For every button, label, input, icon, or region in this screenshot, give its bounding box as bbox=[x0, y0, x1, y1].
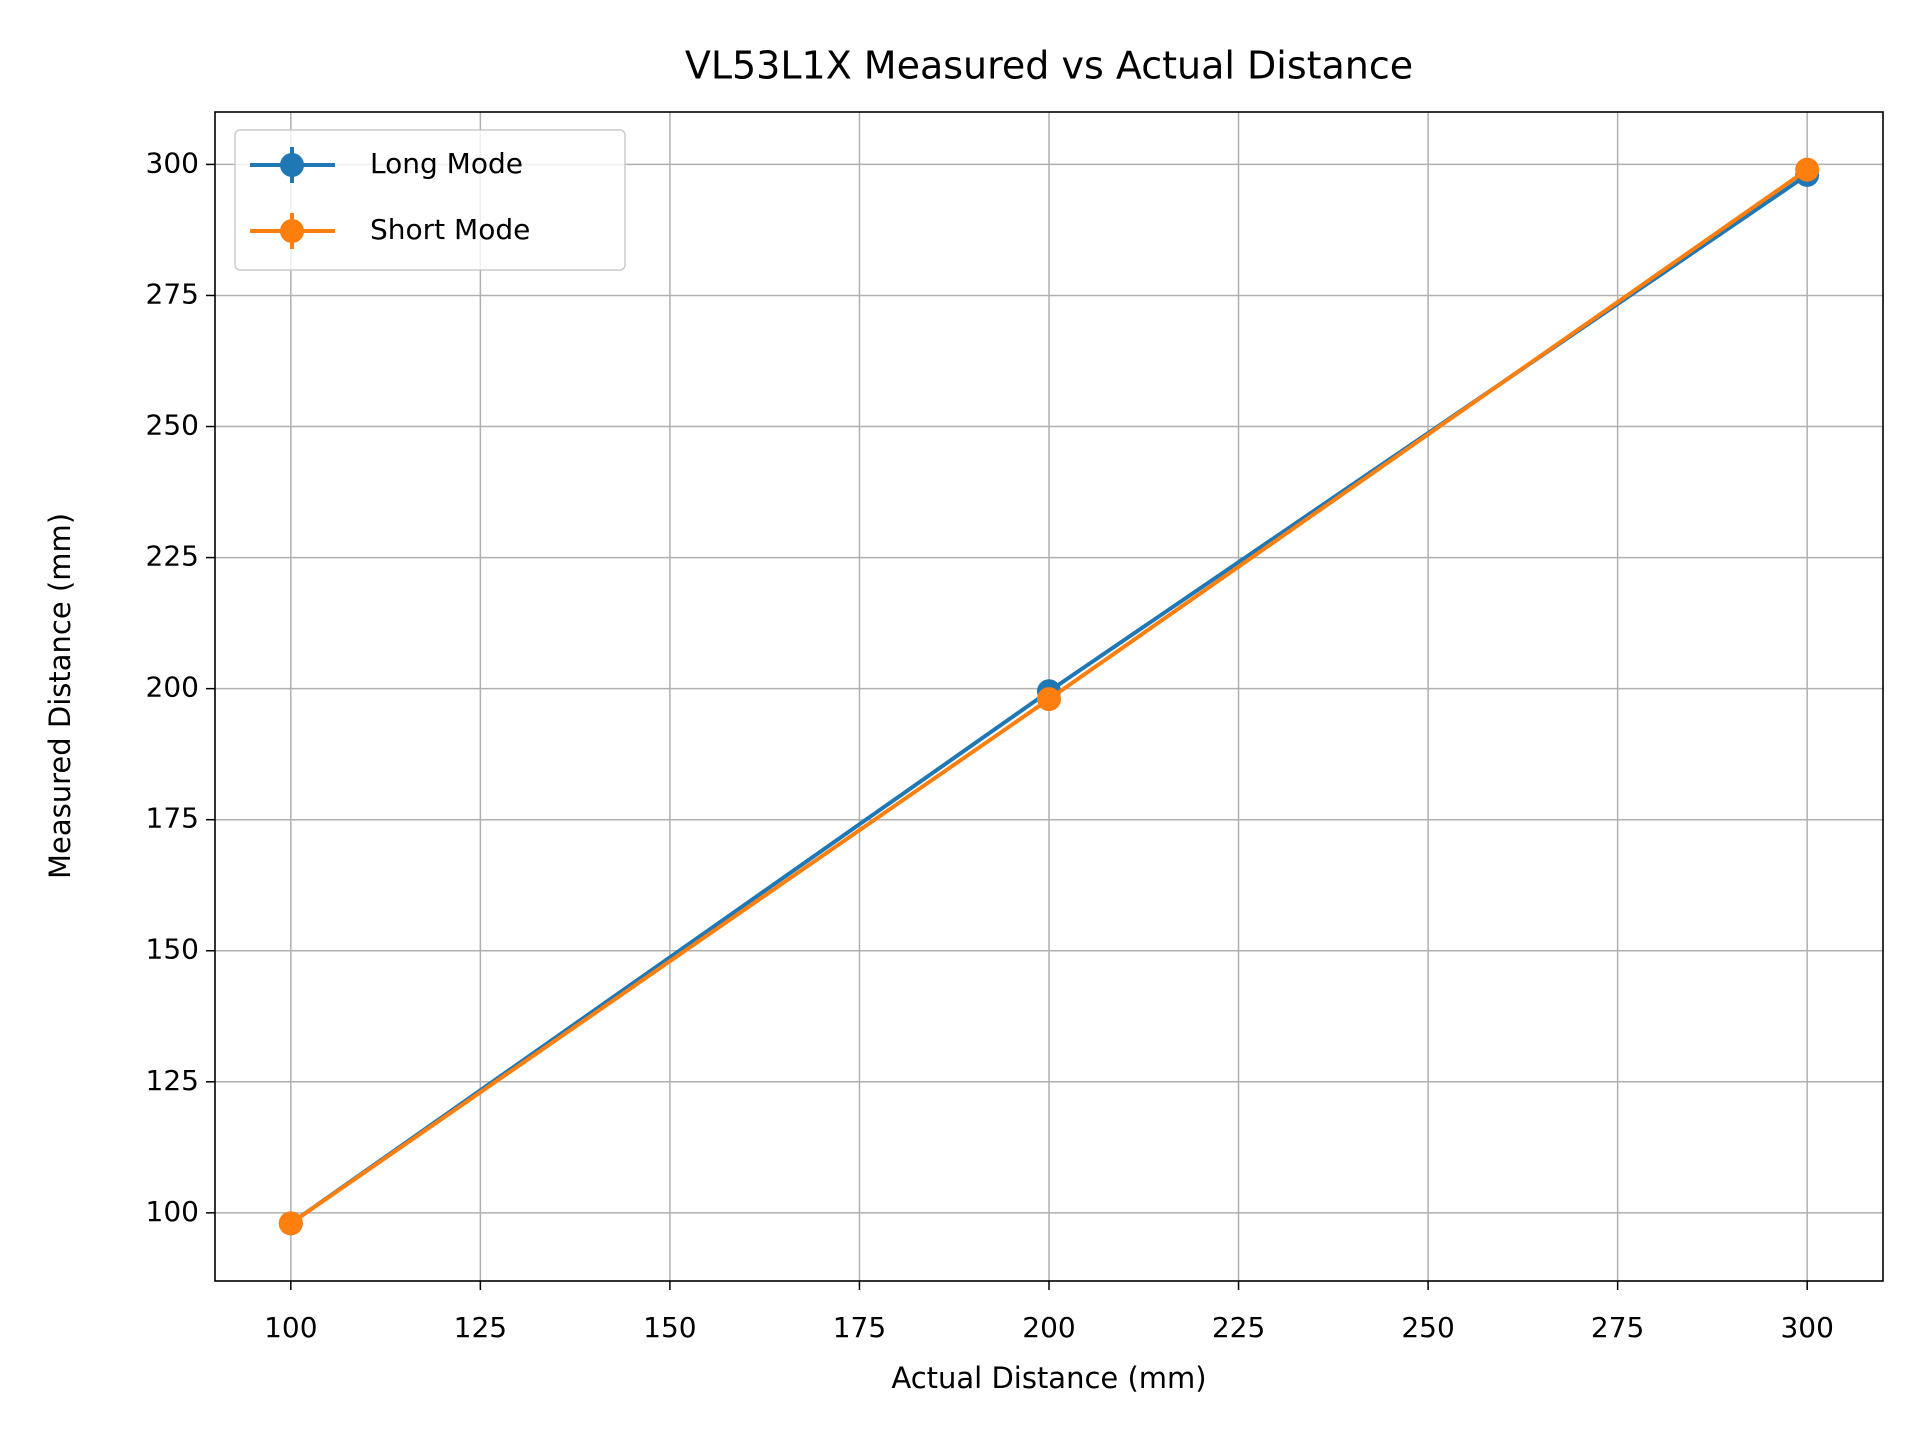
legend-marker bbox=[280, 153, 304, 177]
x-tick-label: 225 bbox=[1212, 1311, 1265, 1344]
y-tick-label: 100 bbox=[146, 1195, 199, 1228]
plot-frame bbox=[214, 111, 1884, 1282]
marker bbox=[1795, 157, 1820, 182]
y-tick-label: 275 bbox=[146, 277, 199, 310]
x-tick-label: 125 bbox=[454, 1311, 507, 1344]
marker bbox=[278, 1211, 303, 1236]
x-tick-label: 300 bbox=[1780, 1311, 1833, 1344]
chart-title: VL53L1X Measured vs Actual Distance bbox=[685, 44, 1413, 88]
legend-label: Long Mode bbox=[370, 147, 523, 180]
y-tick-label: 200 bbox=[146, 671, 199, 704]
legend-marker bbox=[280, 219, 304, 243]
y-tick-label: 150 bbox=[146, 933, 199, 966]
y-tick-label: 225 bbox=[146, 540, 199, 573]
y-tick-label: 125 bbox=[146, 1064, 199, 1097]
y-tick-label: 175 bbox=[146, 802, 199, 835]
x-axis-label: Actual Distance (mm) bbox=[891, 1361, 1206, 1395]
x-tick-label: 175 bbox=[833, 1311, 886, 1344]
y-tick-label: 300 bbox=[146, 146, 199, 179]
marker bbox=[1037, 687, 1061, 712]
x-tick-label: 250 bbox=[1401, 1311, 1454, 1344]
x-tick-label: 100 bbox=[264, 1311, 317, 1344]
y-tick-label: 250 bbox=[146, 409, 199, 442]
legend-label: Short Mode bbox=[370, 213, 530, 246]
x-tick-label: 150 bbox=[643, 1311, 696, 1344]
x-tick-label: 200 bbox=[1022, 1311, 1075, 1344]
y-axis-label: Measured Distance (mm) bbox=[43, 513, 77, 879]
x-tick-label: 275 bbox=[1591, 1311, 1644, 1344]
